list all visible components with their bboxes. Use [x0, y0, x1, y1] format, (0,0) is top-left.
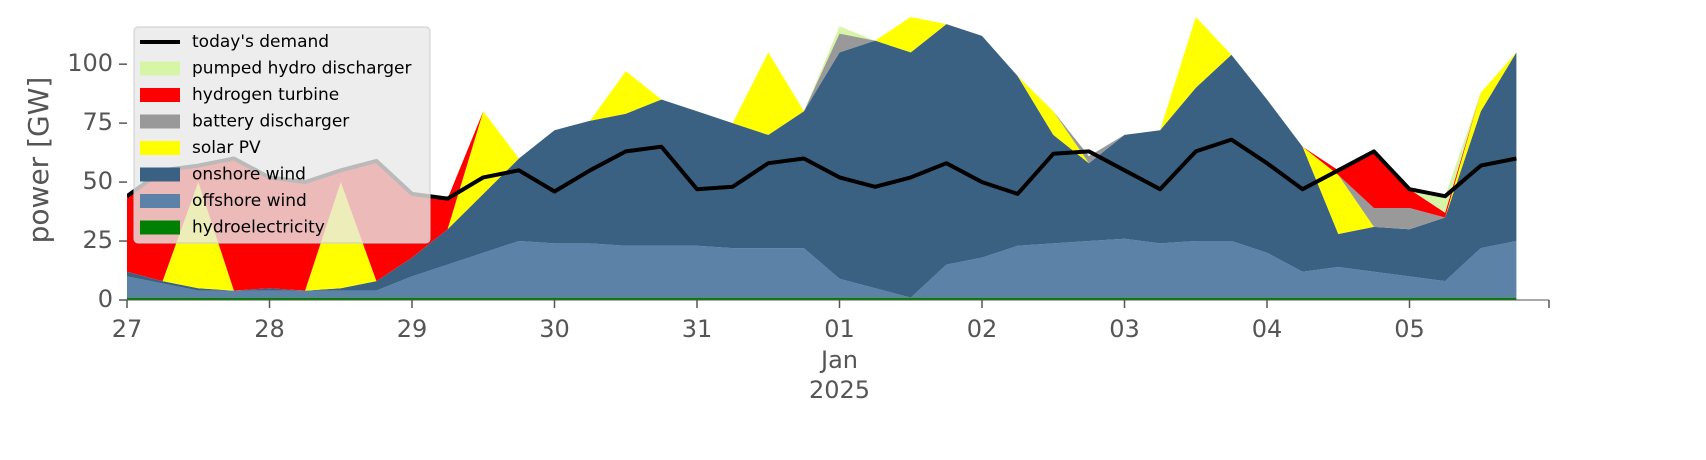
- legend-swatch: [140, 194, 180, 208]
- legend: today's demand pumped hydro discharger hyd…: [133, 26, 431, 244]
- y-tick-label: 0: [98, 285, 113, 313]
- legend-swatch: [140, 88, 180, 102]
- x-tick-label: 31: [682, 315, 713, 343]
- legend-label: onshore wind: [192, 165, 306, 185]
- x-period-label: Jan: [819, 346, 858, 374]
- x-tick-label: 28: [254, 315, 285, 343]
- y-axis-label: power [GW]: [22, 77, 55, 244]
- legend-swatch: [140, 114, 180, 129]
- y-tick-label: 50: [82, 167, 113, 195]
- area: [127, 297, 1517, 300]
- x-tick-label: 30: [539, 315, 570, 343]
- x-tick-label: 01: [824, 315, 855, 343]
- legend-label: today's demand: [192, 32, 329, 52]
- legend-label: pumped hydro discharger: [192, 59, 411, 79]
- x-period-label: 2025: [809, 376, 870, 404]
- legend-swatch: [140, 141, 180, 155]
- y-tick-label: 75: [82, 108, 113, 136]
- x-tick-label: 04: [1252, 315, 1283, 343]
- legend-label: battery discharger: [192, 112, 349, 132]
- legend-swatch: [140, 220, 180, 235]
- x-tick-label: 03: [1109, 315, 1140, 343]
- legend-swatch: [140, 167, 180, 182]
- x-tick-label: 05: [1394, 315, 1425, 343]
- x-tick-label: 27: [112, 315, 143, 343]
- y-tick-label: 100: [67, 49, 113, 77]
- area: [127, 17, 1517, 291]
- x-tick-label: 29: [397, 315, 428, 343]
- y-tick-label: 25: [82, 226, 113, 254]
- area: [127, 24, 1517, 298]
- area: [127, 238, 1517, 298]
- legend-label: hydrogen turbine: [192, 85, 339, 105]
- legend-label: solar PV: [192, 138, 261, 158]
- legend-label: offshore wind: [192, 191, 307, 211]
- x-tick-label: 02: [967, 315, 998, 343]
- legend-box: [133, 26, 431, 244]
- legend-swatch: [140, 61, 180, 76]
- legend-label: hydroelectricity: [192, 218, 325, 238]
